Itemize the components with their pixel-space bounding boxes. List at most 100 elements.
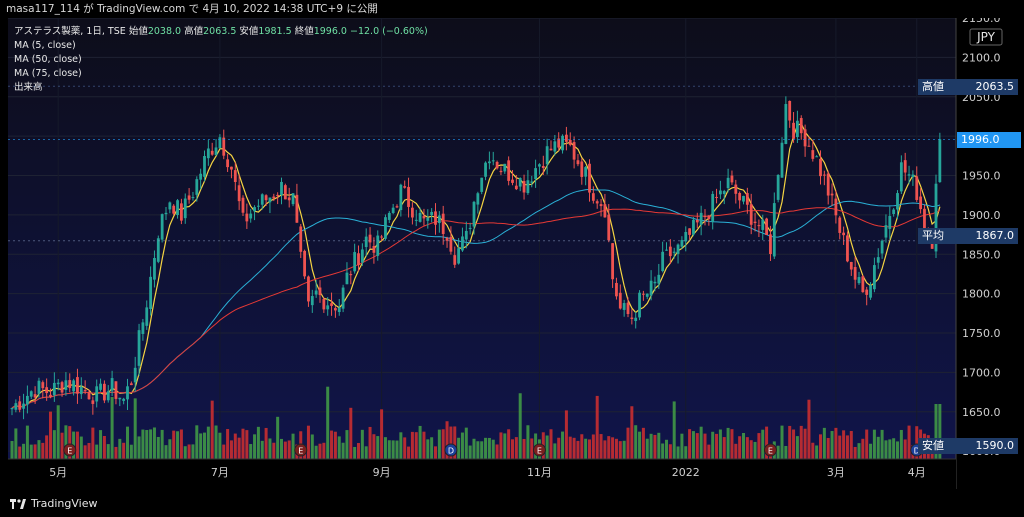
candle-body <box>241 197 245 213</box>
volume-bar <box>353 446 357 459</box>
candle-body <box>156 238 160 262</box>
candle-body <box>526 180 530 194</box>
candle-body <box>83 390 87 392</box>
candle-body <box>734 184 738 194</box>
candle-body <box>842 232 845 236</box>
volume-bar <box>892 438 896 459</box>
volume-bar <box>838 435 842 459</box>
volume-bar <box>888 439 892 459</box>
volume-bar <box>749 440 753 459</box>
candle-body <box>345 272 349 285</box>
candle-body <box>622 303 626 310</box>
volume-bar <box>430 437 434 459</box>
volume-bar <box>507 429 511 459</box>
tradingview-logo[interactable]: TradingView <box>10 497 97 510</box>
volume-bar <box>376 436 380 459</box>
candle-body <box>133 367 137 383</box>
volume-bar <box>799 425 803 459</box>
volume-bar <box>453 426 457 459</box>
candle-body <box>819 158 822 177</box>
volume-bar <box>607 436 611 459</box>
event-marker-letter: E <box>537 447 542 456</box>
volume-bar <box>122 442 126 459</box>
close-value: 1996.0 <box>313 26 347 37</box>
candle-body <box>418 212 422 222</box>
candle-body <box>657 274 661 284</box>
candle-body <box>853 267 857 280</box>
volume-bar <box>822 427 826 459</box>
price-tick-label: 2100.0 <box>962 51 1001 64</box>
volume-bar <box>87 442 91 459</box>
volume-bar <box>191 444 195 459</box>
last-price-tag: 1996.0 <box>957 132 1021 148</box>
event-marker-icon <box>294 443 308 457</box>
volume-bar <box>761 429 765 459</box>
candle-body <box>233 170 237 183</box>
candle-body <box>541 166 545 168</box>
candle-body <box>353 252 357 272</box>
volume-bar <box>522 438 526 459</box>
candle-body <box>414 219 418 221</box>
candle-body <box>137 330 141 366</box>
candle-body <box>203 156 206 177</box>
candle-body <box>310 296 314 306</box>
candle-body <box>499 170 503 173</box>
candle-body <box>568 139 572 145</box>
volume-bar <box>499 432 503 459</box>
candle-body <box>60 382 64 393</box>
candle-body <box>349 274 353 276</box>
candle-body <box>638 292 641 318</box>
candle-body <box>180 203 183 221</box>
volume-bar <box>626 427 630 459</box>
candle-body <box>476 193 480 205</box>
volume-bar <box>422 431 426 459</box>
candle-body <box>164 212 168 215</box>
legend-ma5[interactable]: MA (5, close) <box>14 40 76 51</box>
candle-body <box>757 225 761 227</box>
attribution-text: masa117_114 が TradingView.com で 4月 10, 2… <box>6 3 378 15</box>
candle-body <box>472 201 476 227</box>
volume-bar <box>622 440 626 459</box>
candle-body <box>430 211 434 215</box>
candle-body <box>464 230 468 240</box>
candle-body <box>37 380 41 394</box>
candle-body <box>411 207 414 218</box>
candle-body <box>26 395 29 405</box>
candle-body <box>141 322 145 334</box>
volume-bar <box>580 434 584 459</box>
volume-bar <box>383 437 387 459</box>
candle-body <box>584 167 588 177</box>
candle-body <box>680 240 684 247</box>
legend-ma75[interactable]: MA (75, close) <box>14 68 82 79</box>
legend-volume[interactable]: 出来高 <box>14 82 43 93</box>
volume-bar <box>514 437 518 459</box>
candle-body <box>380 236 383 238</box>
candle-body <box>334 308 337 311</box>
candle-body <box>264 195 268 201</box>
legend-ma50[interactable]: MA (50, close) <box>14 54 82 65</box>
volume-bar <box>349 407 353 459</box>
candle-body <box>876 257 880 263</box>
candle-body <box>283 185 287 200</box>
volume-bar <box>880 429 884 459</box>
volume-bar <box>834 427 838 459</box>
volume-bar <box>341 442 345 459</box>
candle-body <box>56 382 60 385</box>
volume-bar <box>95 444 99 459</box>
volume-bar <box>518 393 522 459</box>
volume-bar <box>83 445 87 459</box>
candle-body <box>495 161 499 169</box>
candle-body <box>565 134 568 142</box>
candle-body <box>880 240 884 254</box>
volume-bar <box>661 443 665 459</box>
time-axis[interactable]: 5月 7月 9月 11月 2022 3月 4月 <box>49 466 926 479</box>
volume-bar <box>187 444 191 459</box>
candle-body <box>580 161 584 177</box>
candle-body <box>711 193 715 222</box>
candle-body <box>507 160 511 181</box>
candle-body <box>76 377 79 394</box>
volume-bar <box>699 426 703 459</box>
volume-bar <box>434 446 437 459</box>
volume-bar <box>672 401 676 459</box>
